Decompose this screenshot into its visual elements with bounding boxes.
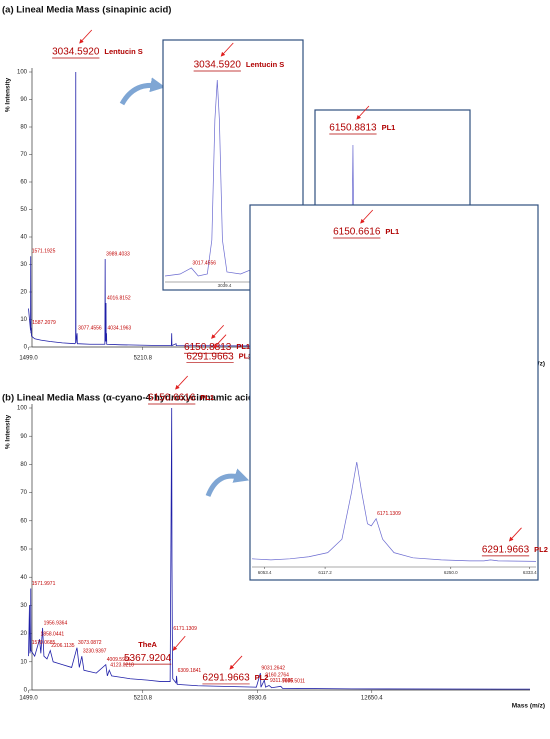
compound-name: TheA — [138, 640, 157, 649]
highlight-label: 6291.9663 — [482, 544, 530, 555]
y-tick-label: 100 — [17, 406, 28, 412]
y-tick-label: 80 — [20, 125, 27, 131]
spectrum — [251, 461, 537, 562]
label-arrow — [229, 655, 243, 670]
label-arrow — [360, 209, 374, 224]
compound-name: PL1 — [236, 342, 250, 351]
label-arrow — [213, 334, 227, 349]
peak-label: 3230.9397 — [83, 648, 107, 654]
peak-label: 6171.1309 — [173, 626, 197, 632]
x-axis-label: Mass (m/z) — [512, 703, 545, 710]
y-tick-label: 70 — [20, 152, 27, 158]
peak-label: 9695.5011 — [282, 679, 305, 685]
peak-label: 1570.0685 — [32, 640, 56, 646]
label-arrow — [172, 635, 186, 651]
x-tick-label: 6250.0 — [444, 570, 458, 575]
peak-label: 1858.0441 — [41, 632, 65, 638]
peak-label: 4123.0210 — [110, 663, 134, 669]
peak-label: 1571.1925 — [32, 249, 56, 255]
highlight-label: 6150.6616 — [333, 227, 381, 238]
x-tick-label: 12650.4 — [361, 696, 383, 702]
peak-label: 1571.9971 — [32, 581, 56, 587]
highlight-label: 6291.9663 — [186, 351, 234, 362]
label-arrow — [175, 375, 189, 390]
peak-label: 3017.4556 — [192, 260, 216, 266]
y-tick-label: 70 — [20, 490, 27, 496]
peak-label: 4016.8152 — [107, 295, 131, 301]
compound-name: Lentucin S — [246, 60, 284, 69]
y-tick-label: 20 — [20, 290, 27, 296]
panel-title: (a) Lineal Media Mass (sinapinic acid) — [2, 5, 171, 16]
y-tick-label: 0 — [24, 688, 28, 694]
y-tick-label: 80 — [20, 462, 27, 468]
peak-label: 2206.1135 — [51, 643, 74, 649]
y-tick-label: 10 — [20, 659, 27, 665]
peak-label: 1956.9364 — [44, 620, 68, 626]
compound-name: PL2 — [255, 673, 269, 682]
compound-name: PL2 — [534, 545, 548, 554]
compound-name: PL1 — [385, 227, 399, 236]
x-tick-label: 8930.6 — [248, 696, 267, 702]
label-arrow — [211, 324, 225, 339]
y-tick-label: 100 — [17, 70, 28, 76]
compound-name: PL2 — [239, 352, 253, 361]
peak-label: 3989.4033 — [106, 251, 130, 257]
compound-name: PL1 — [200, 393, 214, 402]
y-tick-label: 90 — [20, 97, 27, 103]
x-tick-label: 1499.0 — [19, 356, 38, 362]
highlight-label: 3034.5920 — [52, 47, 100, 58]
peak-label: 9031.2642 — [261, 665, 285, 671]
peak-label: 6309.1841 — [178, 668, 202, 674]
compound-name: PL1 — [382, 123, 396, 132]
y-tick-label: 30 — [20, 603, 27, 609]
y-tick-label: 40 — [20, 235, 27, 241]
y-tick-label: 50 — [20, 547, 27, 553]
y-tick-label: 60 — [20, 180, 27, 186]
highlight-label: 3034.5920 — [194, 60, 242, 71]
x-tick-label: 5210.8 — [134, 696, 153, 702]
x-tick-label: 3039.4 — [218, 283, 232, 288]
zoom-arrow — [119, 77, 166, 106]
label-arrow — [79, 29, 93, 44]
compound-name: Lentucin S — [104, 47, 142, 56]
spectrum — [28, 407, 531, 690]
label-arrow — [356, 105, 370, 120]
zoom-arrow — [205, 468, 250, 497]
highlight-label: 6291.9663 — [202, 673, 250, 684]
inset-frame — [249, 204, 539, 581]
y-tick-label: 10 — [20, 317, 27, 323]
peak-label: 3073.0872 — [78, 640, 102, 646]
label-arrow — [508, 527, 522, 542]
peak-label: 4034.1963 — [108, 326, 132, 332]
highlight-label: 6150.6616 — [148, 393, 196, 404]
highlight-label: 6150.8813 — [329, 123, 377, 134]
y-axis-label: % Intensity — [5, 77, 12, 112]
y-tick-label: 50 — [20, 207, 27, 213]
x-tick-label: 6053.4 — [258, 570, 272, 575]
x-tick-label: 5210.8 — [134, 356, 153, 362]
y-axis-label: % Intensity — [5, 414, 12, 449]
y-tick-label: 0 — [24, 345, 28, 351]
label-arrow — [220, 42, 234, 57]
highlight-label: 5367.9204 — [124, 653, 172, 664]
peak-label: 9160.2764 — [265, 672, 289, 678]
y-tick-label: 90 — [20, 434, 27, 440]
highlight-label: 6150.8813 — [184, 342, 232, 353]
x-tick-label: 6333.4 — [523, 570, 537, 575]
x-tick-label: 6117.2 — [318, 570, 332, 575]
peak-label: 6171.1309 — [377, 511, 401, 517]
y-tick-label: 60 — [20, 518, 27, 524]
y-tick-label: 20 — [20, 631, 27, 637]
spectrum — [28, 71, 530, 347]
peak-label: 1587.2079 — [32, 320, 56, 326]
peak-label: 4009.5955 — [107, 657, 131, 663]
peak-label: 3077.4556 — [78, 326, 102, 332]
y-tick-label: 30 — [20, 262, 27, 268]
y-tick-label: 40 — [20, 575, 27, 581]
x-tick-label: 1499.0 — [19, 696, 38, 702]
panel-title: (b) Lineal Media Mass (α-cyano-4-hydroxy… — [2, 393, 257, 404]
peak-label: 9311.7686 — [270, 678, 293, 684]
